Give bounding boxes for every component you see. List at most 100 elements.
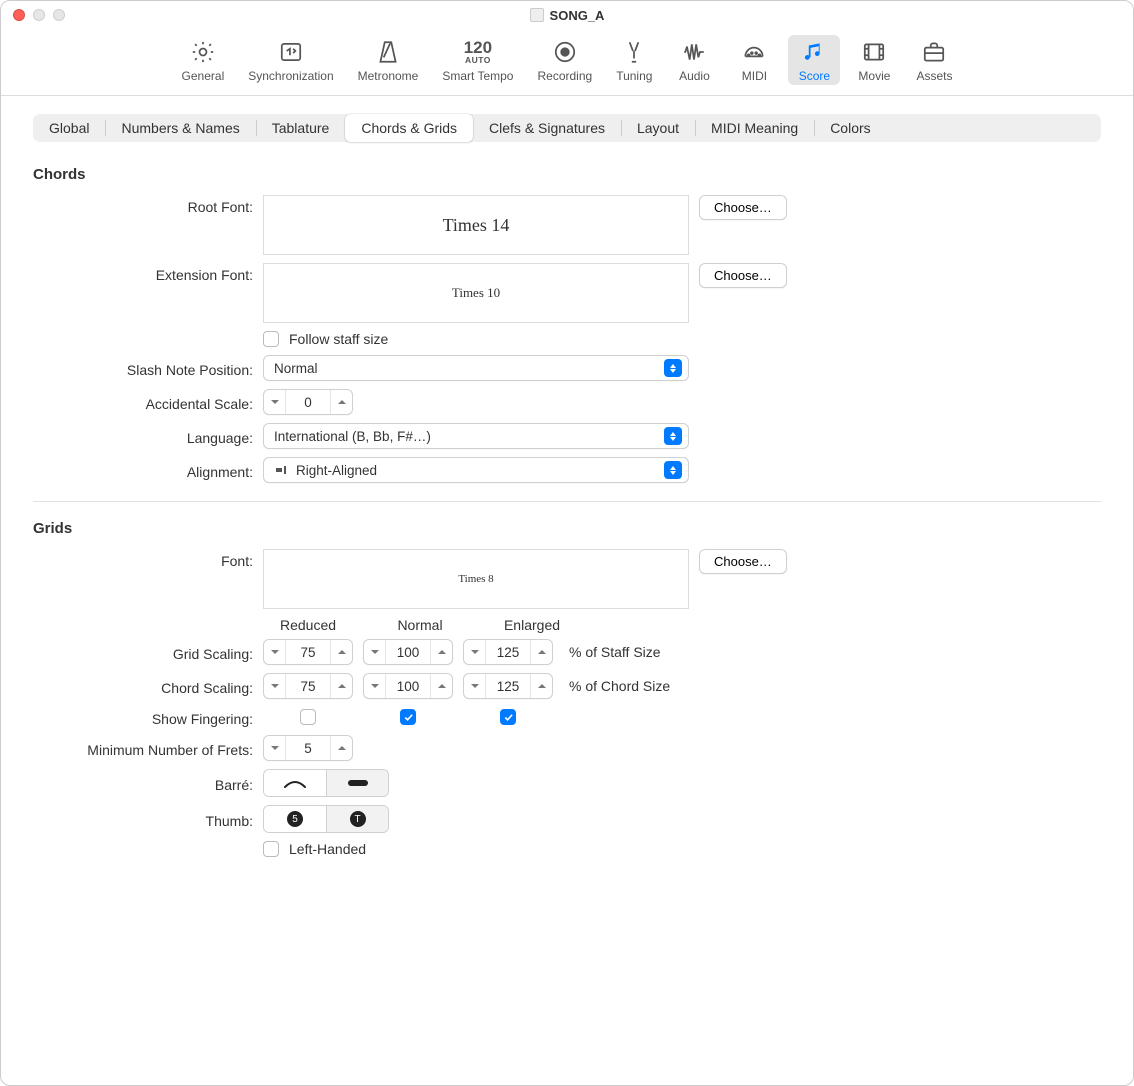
thumb-option-5[interactable]: 5 — [264, 806, 326, 832]
barre-segmented[interactable] — [263, 769, 389, 797]
stepper-increment[interactable] — [430, 674, 452, 698]
stepper-increment[interactable] — [530, 640, 552, 664]
align-right-icon — [274, 465, 290, 475]
stepper-increment[interactable] — [530, 674, 552, 698]
grid-scaling-normal-stepper[interactable]: 100 — [363, 639, 453, 665]
grid-scaling-label: Grid Scaling: — [33, 642, 253, 662]
stepper-value: 75 — [286, 645, 330, 660]
thumb-segmented[interactable]: 5 T — [263, 805, 389, 833]
show-fingering-enlarged-checkbox[interactable] — [500, 709, 516, 725]
stepper-increment[interactable] — [330, 390, 352, 414]
preferences-window: SONG_A General Synchronization Metronome… — [0, 0, 1134, 1086]
thumb-option-t[interactable]: T — [326, 806, 388, 832]
extension-font-choose-button[interactable]: Choose… — [699, 263, 787, 288]
stepper-increment[interactable] — [330, 736, 352, 760]
window-zoom-button[interactable] — [53, 9, 65, 21]
root-font-choose-button[interactable]: Choose… — [699, 195, 787, 220]
left-handed-label: Left-Handed — [289, 841, 366, 857]
toolbar-label: Score — [799, 69, 830, 83]
grids-section-title: Grids — [33, 520, 1101, 537]
subtab-midi-meaning[interactable]: MIDI Meaning — [695, 114, 814, 142]
toolbar-label: MIDI — [742, 69, 767, 83]
stepper-decrement[interactable] — [464, 674, 486, 698]
toolbar-smart-tempo[interactable]: 120 AUTO Smart Tempo — [434, 35, 521, 85]
grid-font-label: Font: — [33, 549, 253, 569]
stepper-increment[interactable] — [330, 674, 352, 698]
stepper-value: 125 — [486, 679, 530, 694]
barre-option-bar[interactable] — [326, 770, 388, 796]
show-fingering-reduced-checkbox[interactable] — [300, 709, 316, 725]
root-font-label: Root Font: — [33, 195, 253, 215]
toolbar-label: Smart Tempo — [442, 69, 513, 83]
stepper-decrement[interactable] — [264, 640, 286, 664]
chord-scaling-reduced-stepper[interactable]: 75 — [263, 673, 353, 699]
main-toolbar: General Synchronization Metronome 120 AU… — [1, 29, 1133, 96]
grid-scaling-reduced-stepper[interactable]: 75 — [263, 639, 353, 665]
alignment-label: Alignment: — [33, 460, 253, 480]
subtab-tablature[interactable]: Tablature — [256, 114, 346, 142]
toolbar-recording[interactable]: Recording — [529, 35, 600, 85]
stepper-decrement[interactable] — [364, 674, 386, 698]
toolbar-synchronization[interactable]: Synchronization — [240, 35, 341, 85]
subtab-colors[interactable]: Colors — [814, 114, 886, 142]
language-select[interactable]: International (B, Bb, F#…) — [263, 423, 689, 449]
accidental-scale-stepper[interactable]: 0 — [263, 389, 353, 415]
subtab-clefs-signatures[interactable]: Clefs & Signatures — [473, 114, 621, 142]
barre-bar-icon — [345, 777, 371, 789]
toolbar-general[interactable]: General — [174, 35, 233, 85]
stepper-decrement[interactable] — [464, 640, 486, 664]
toolbar-assets[interactable]: Assets — [908, 35, 960, 85]
stepper-decrement[interactable] — [264, 674, 286, 698]
toolbar-midi[interactable]: MIDI — [728, 35, 780, 85]
toolbar-label: Synchronization — [248, 69, 333, 83]
toolbar-score[interactable]: Score — [788, 35, 840, 85]
chord-scaling-label: Chord Scaling: — [33, 676, 253, 696]
midi-icon — [736, 37, 772, 67]
chord-scaling-unit: % of Chord Size — [569, 678, 670, 694]
chord-scaling-normal-stepper[interactable]: 100 — [363, 673, 453, 699]
content-area: Global Numbers & Names Tablature Chords … — [1, 96, 1133, 1085]
stepper-decrement[interactable] — [264, 390, 286, 414]
root-font-preview: Times 14 — [263, 195, 689, 255]
slash-note-position-select[interactable]: Normal — [263, 355, 689, 381]
toolbar-label: General — [182, 69, 225, 83]
subtab-global[interactable]: Global — [33, 114, 105, 142]
barre-label: Barré: — [33, 773, 253, 793]
window-close-button[interactable] — [13, 9, 25, 21]
recording-icon — [547, 37, 583, 67]
toolbar-movie[interactable]: Movie — [848, 35, 900, 85]
follow-staff-size-checkbox[interactable] — [263, 331, 279, 347]
barre-arc-icon — [281, 776, 309, 790]
stepper-increment[interactable] — [430, 640, 452, 664]
stepper-increment[interactable] — [330, 640, 352, 664]
col-normal: Normal — [375, 617, 465, 633]
min-frets-stepper[interactable]: 5 — [263, 735, 353, 761]
window-minimize-button[interactable] — [33, 9, 45, 21]
alignment-value: Right-Aligned — [296, 463, 377, 478]
toolbar-tuning[interactable]: Tuning — [608, 35, 660, 85]
briefcase-icon — [916, 37, 952, 67]
extension-font-label: Extension Font: — [33, 263, 253, 283]
alignment-select[interactable]: Right-Aligned — [263, 457, 689, 483]
select-arrow-icon — [664, 359, 682, 377]
stepper-value: 100 — [386, 679, 430, 694]
section-divider — [33, 501, 1101, 502]
tempo-auto: AUTO — [465, 56, 491, 65]
chord-scaling-enlarged-stepper[interactable]: 125 — [463, 673, 553, 699]
subtab-chords-grids[interactable]: Chords & Grids — [345, 114, 473, 142]
stepper-value: 125 — [486, 645, 530, 660]
subtab-numbers-names[interactable]: Numbers & Names — [105, 114, 255, 142]
grid-scaling-enlarged-stepper[interactable]: 125 — [463, 639, 553, 665]
toolbar-audio[interactable]: Audio — [668, 35, 720, 85]
show-fingering-normal-checkbox[interactable] — [400, 709, 416, 725]
grid-font-choose-button[interactable]: Choose… — [699, 549, 787, 574]
subtab-layout[interactable]: Layout — [621, 114, 695, 142]
scaling-columns-header: Reduced Normal Enlarged — [263, 617, 1101, 633]
toolbar-metronome[interactable]: Metronome — [350, 35, 427, 85]
stepper-decrement[interactable] — [264, 736, 286, 760]
stepper-value: 100 — [386, 645, 430, 660]
barre-option-arc[interactable] — [264, 770, 326, 796]
stepper-decrement[interactable] — [364, 640, 386, 664]
show-fingering-label: Show Fingering: — [33, 707, 253, 727]
left-handed-checkbox[interactable] — [263, 841, 279, 857]
